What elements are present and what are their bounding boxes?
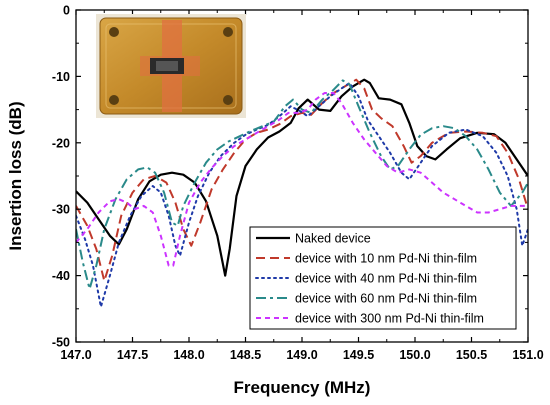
screw-icon <box>109 27 119 37</box>
x-tick-label: 150.5 <box>456 348 487 362</box>
x-tick-label: 148.0 <box>173 348 204 362</box>
screw-icon <box>109 95 119 105</box>
axes-layer: 147.0 147.5 148.0 148.5 149.0 149.5 150.0 150.5… <box>52 4 544 363</box>
x-tick-label: 151.0 <box>512 348 543 362</box>
x-tick-label: 147.0 <box>60 348 91 362</box>
y-tick-label: -50 <box>52 336 70 350</box>
legend-label-5: device with 300 nm Pd-Ni thin-film <box>295 312 484 326</box>
screw-icon <box>223 27 233 37</box>
y-tick-label: -10 <box>52 70 70 84</box>
series-line-2 <box>76 78 528 282</box>
legend: Naked device device with 10 nm Pd-Ni thin… <box>249 226 517 330</box>
series-line-4 <box>76 79 528 290</box>
x-axis-title: Frequency (MHz) <box>234 378 371 397</box>
x-tick-label: 150.0 <box>399 348 430 362</box>
y-tick-label: -20 <box>52 136 70 150</box>
x-tick-label: 149.5 <box>343 348 374 362</box>
x-tick-label: 148.5 <box>230 348 261 362</box>
y-axis-title: Insertion loss (dB) <box>6 101 25 250</box>
series-line-5 <box>76 92 528 267</box>
legend-box <box>249 226 517 330</box>
x-tick-label: 149.0 <box>286 348 317 362</box>
device-photo-inset <box>96 14 246 118</box>
series-line-1 <box>76 78 528 277</box>
y-tick-label: -40 <box>52 269 70 283</box>
x-tick-label: 147.5 <box>117 348 148 362</box>
y-tick-label: -30 <box>52 203 70 217</box>
legend-label-2: device with 10 nm Pd-Ni thin-film <box>295 252 477 266</box>
legend-label-4: device with 60 nm Pd-Ni thin-film <box>295 292 477 306</box>
legend-label-1: Naked device <box>295 232 371 246</box>
series-layer <box>76 78 528 308</box>
series-line-3 <box>76 82 528 308</box>
y-tick-label: 0 <box>63 4 70 18</box>
legend-label-3: device with 40 nm Pd-Ni thin-film <box>295 272 477 286</box>
screw-icon <box>223 95 233 105</box>
